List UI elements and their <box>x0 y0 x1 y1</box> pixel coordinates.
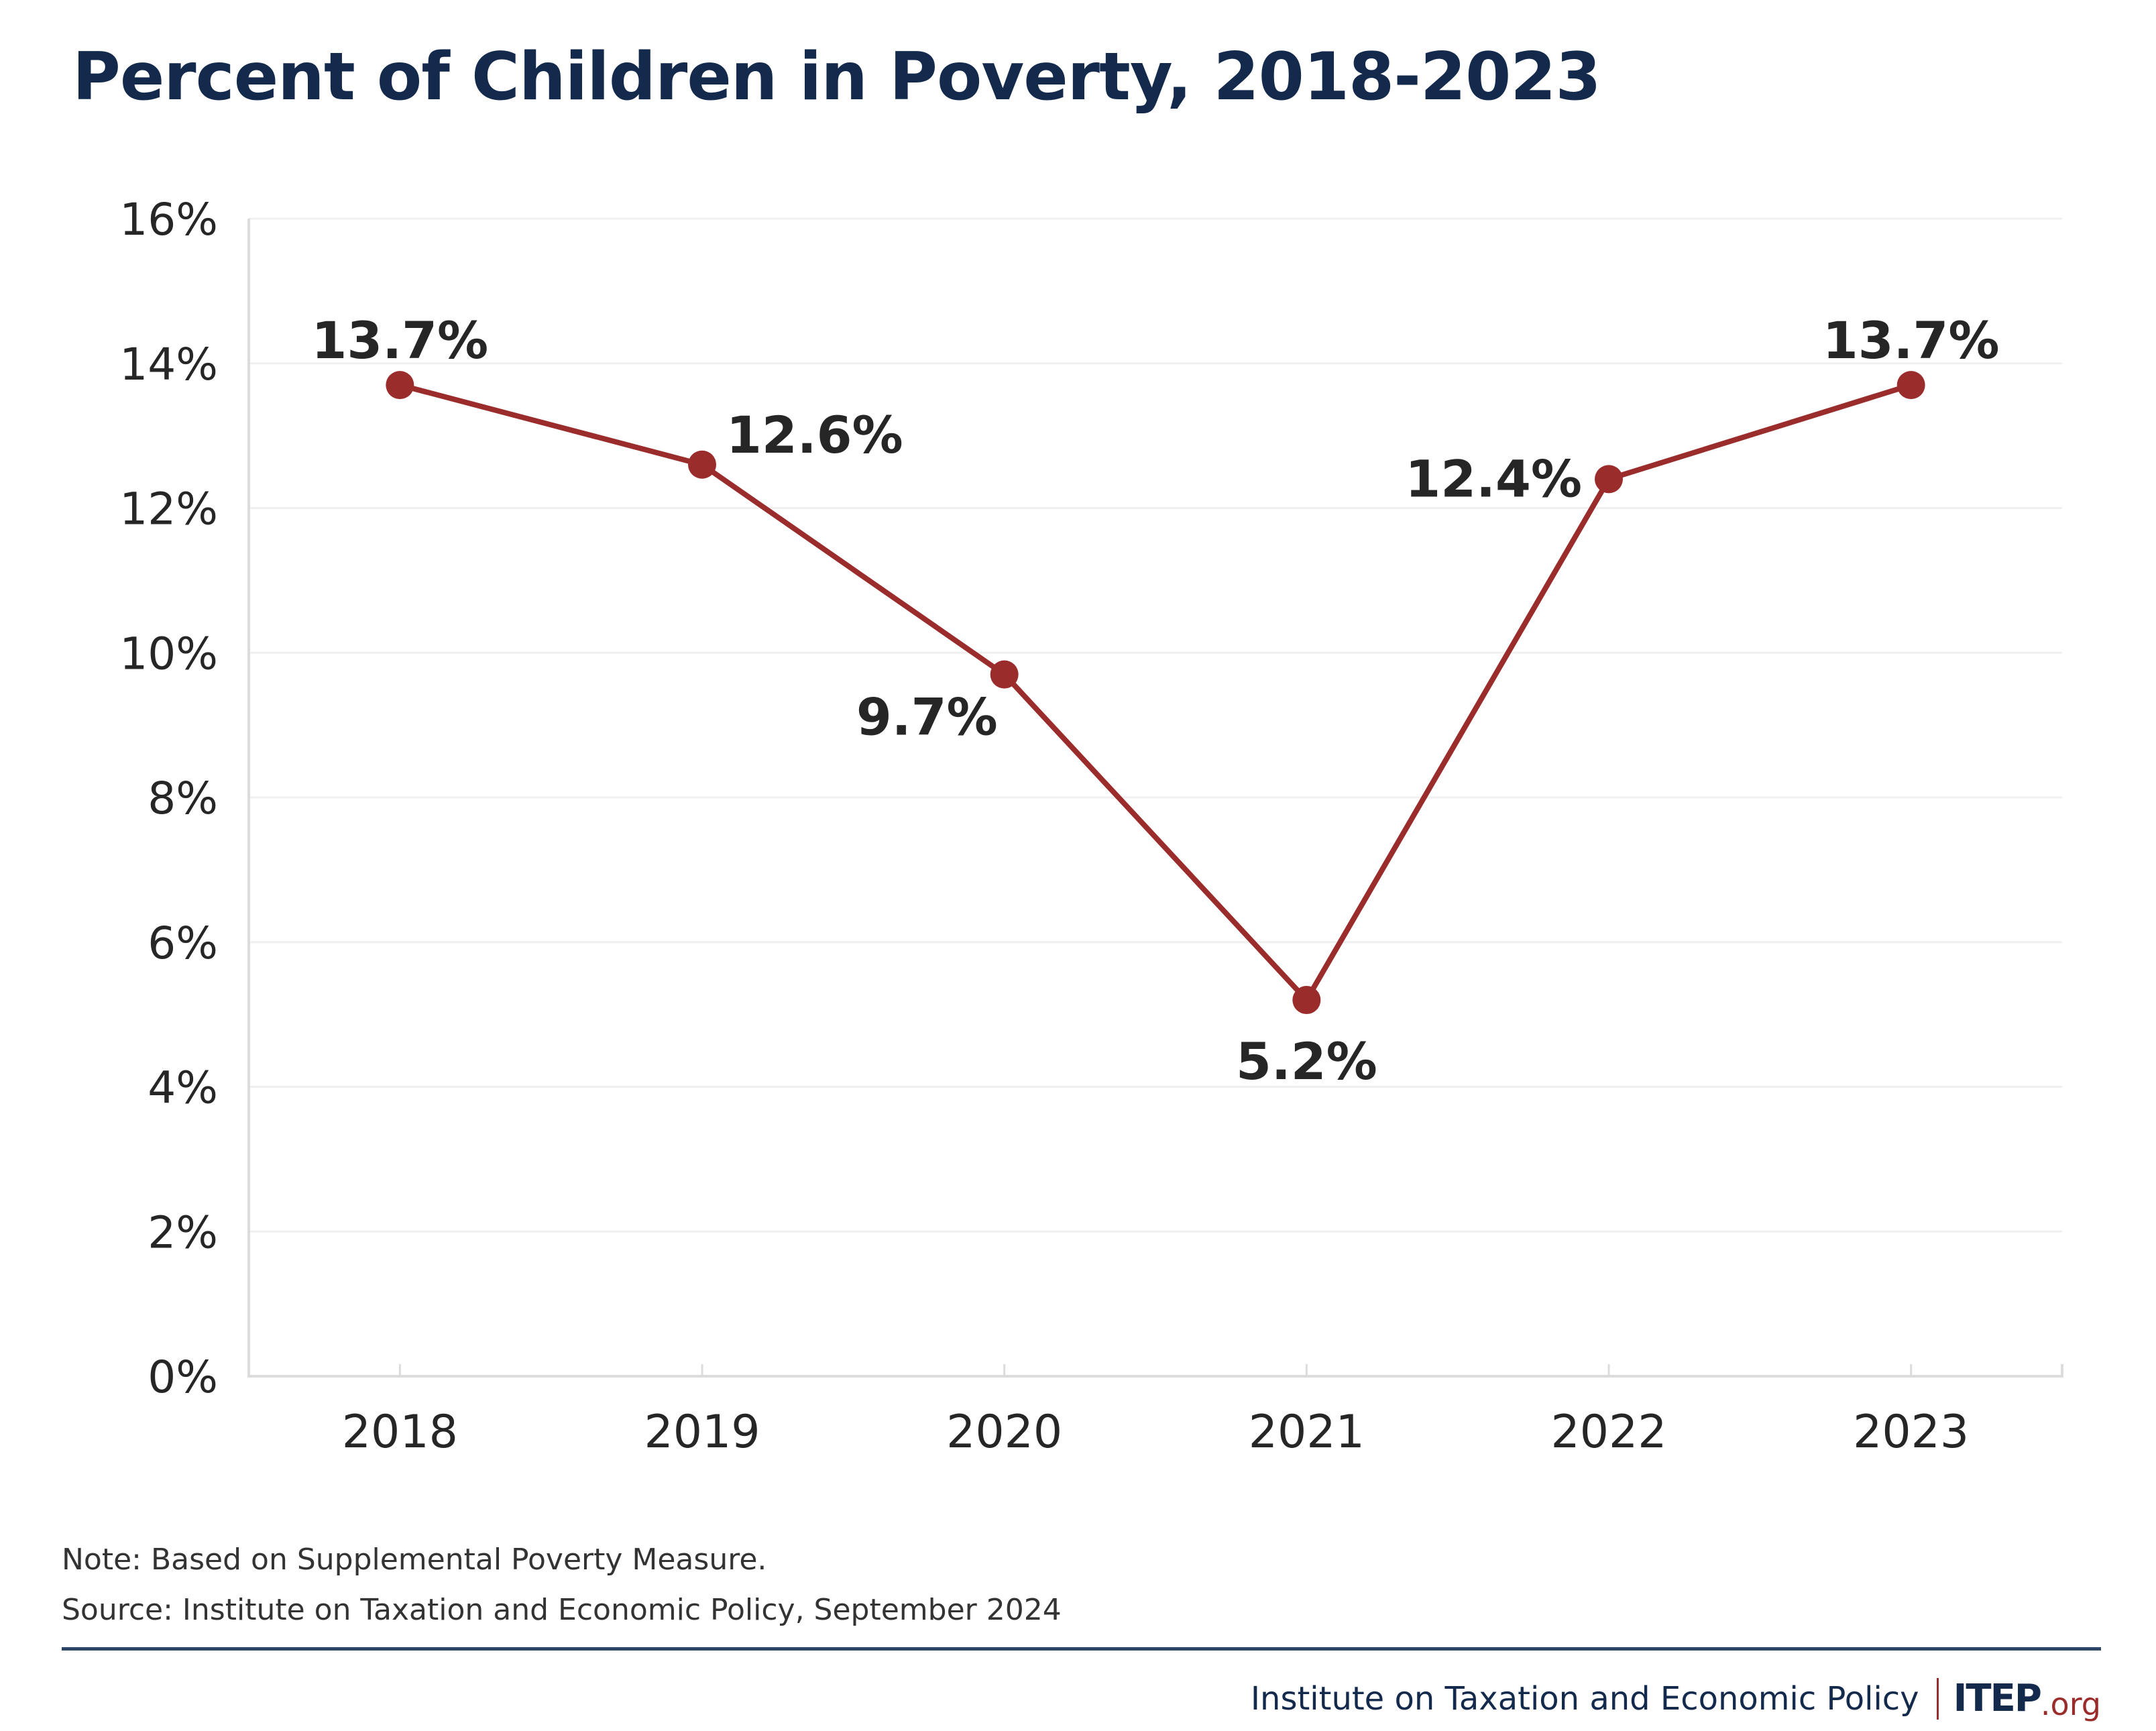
data-point-marker <box>1896 371 1925 400</box>
y-tick-label: 6% <box>148 917 218 969</box>
footer-divider <box>62 1647 2101 1651</box>
data-labels: 13.7% 12.6% 9.7% 5.2% 12.4% 13.7% <box>311 311 1999 1091</box>
y-tick-label: 12% <box>119 484 218 535</box>
x-tick-label: 2023 <box>1853 1406 1969 1459</box>
y-tick-label: 14% <box>119 339 218 390</box>
data-series <box>386 371 1925 1015</box>
x-axis-ticks: 2018 2019 2020 2021 2022 2023 <box>342 1364 1969 1459</box>
data-label: 12.4% <box>1405 449 1582 508</box>
y-tick-label: 4% <box>148 1062 218 1114</box>
data-point-marker <box>386 371 414 400</box>
gridlines <box>249 217 2062 1233</box>
y-tick-label: 0% <box>148 1351 218 1403</box>
x-tick-label: 2018 <box>342 1406 458 1459</box>
data-label: 13.7% <box>1823 311 2000 370</box>
itep-logo-tld: .org <box>2040 1685 2101 1722</box>
chart-source: Source: Institute on Taxation and Econom… <box>62 1593 1062 1627</box>
data-point-marker <box>1292 986 1321 1015</box>
data-point-marker <box>688 450 716 479</box>
data-point-marker <box>990 660 1019 689</box>
footer-org-name: Institute on Taxation and Economic Polic… <box>1250 1679 1919 1718</box>
data-label: 12.6% <box>726 405 903 465</box>
line-chart: 0%2%4%6%8%10%12%14%16% 2018 2019 2020 2021 2… <box>119 194 2063 1459</box>
footer-separator <box>1936 1677 1939 1720</box>
x-tick-label: 2022 <box>1550 1406 1666 1459</box>
axes <box>247 219 2063 1378</box>
data-label: 5.2% <box>1236 1031 1377 1091</box>
data-label: 13.7% <box>311 311 488 370</box>
chart-title: Percent of Children in Poverty, 2018-202… <box>72 39 1601 115</box>
data-point-marker <box>1595 465 1623 494</box>
footer-branding: Institute on Taxation and Economic Polic… <box>1250 1677 2101 1722</box>
data-label: 9.7% <box>856 687 998 747</box>
y-tick-label: 16% <box>119 194 218 245</box>
series-line <box>399 382 1912 1003</box>
y-tick-label: 8% <box>148 773 218 824</box>
itep-logo: ITEP <box>1953 1677 2042 1720</box>
x-tick-label: 2019 <box>644 1406 760 1459</box>
chart-note: Note: Based on Supplemental Poverty Meas… <box>62 1543 767 1577</box>
y-tick-label: 10% <box>119 628 218 679</box>
x-tick-label: 2020 <box>946 1406 1062 1459</box>
y-axis-ticks: 0% 2% 4% 6% 8% 10% 12% 14% 16% <box>119 194 218 1403</box>
y-tick-label: 2% <box>148 1207 218 1258</box>
x-tick-label: 2021 <box>1249 1406 1365 1459</box>
